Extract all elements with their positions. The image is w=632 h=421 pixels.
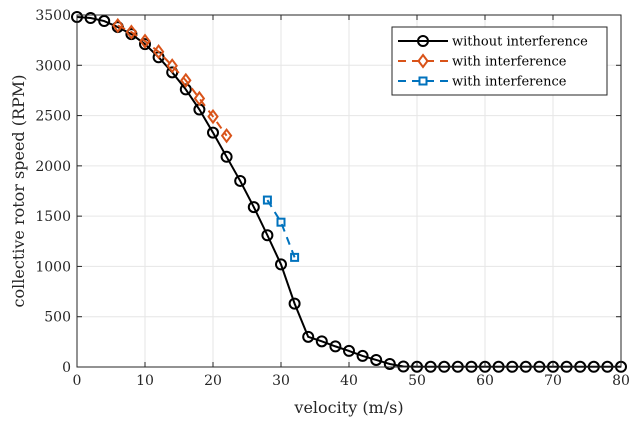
x-tick-label: 40 bbox=[340, 373, 358, 389]
y-tick-label: 0 bbox=[62, 360, 71, 376]
y-tick-label: 3000 bbox=[35, 58, 71, 74]
x-tick-label: 30 bbox=[272, 373, 290, 389]
y-tick-label: 2500 bbox=[35, 109, 71, 125]
x-tick-label: 50 bbox=[408, 373, 426, 389]
y-tick-label: 1500 bbox=[35, 209, 71, 225]
x-tick-label: 60 bbox=[476, 373, 494, 389]
legend-label: without interference bbox=[452, 35, 588, 50]
y-tick-label: 2000 bbox=[35, 159, 71, 175]
legend: without interference with interference wit… bbox=[392, 27, 607, 95]
legend-label: with interference bbox=[452, 75, 567, 90]
y-tick-label: 500 bbox=[44, 310, 71, 326]
x-axis-label: velocity (m/s) bbox=[293, 398, 403, 417]
y-tick-label: 3500 bbox=[35, 8, 71, 24]
x-tick-label: 80 bbox=[612, 373, 630, 389]
x-tick-label: 0 bbox=[73, 373, 82, 389]
legend-label: with interference bbox=[452, 55, 567, 70]
x-tick-label: 10 bbox=[136, 373, 154, 389]
x-tick-label: 20 bbox=[204, 373, 222, 389]
y-tick-label: 1000 bbox=[35, 259, 71, 275]
x-tick-label: 70 bbox=[544, 373, 562, 389]
y-axis-label: collective rotor speed (RPM) bbox=[9, 75, 28, 308]
